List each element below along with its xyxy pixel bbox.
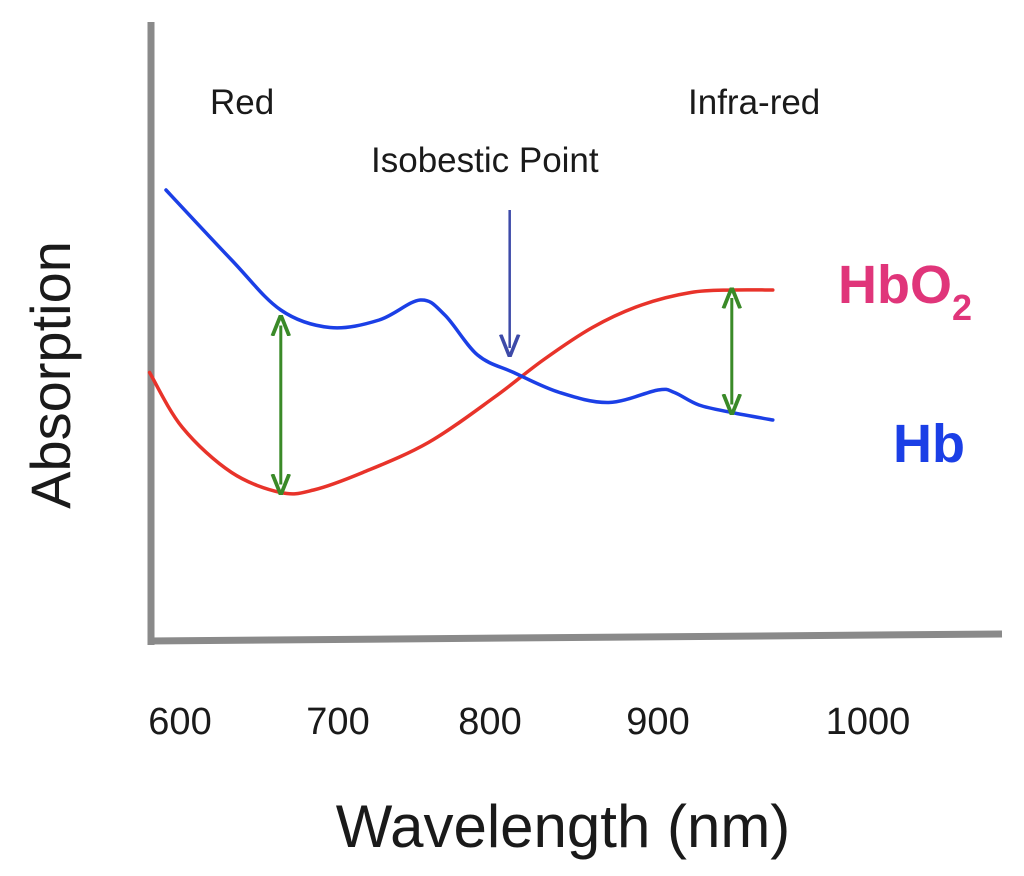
legend-hbo2-subscript: 2 — [952, 287, 972, 328]
series-line-hb — [164, 188, 775, 422]
x-tick-label-800: 800 — [458, 701, 521, 743]
isobestic-label: Isobestic Point — [371, 141, 599, 180]
x-tick-label-700: 700 — [306, 701, 369, 743]
x-tick-label-1000: 1000 — [826, 701, 911, 743]
series-layer — [147, 188, 775, 496]
x-tick-label-600: 600 — [148, 701, 211, 743]
legend-hb-label: Hb — [893, 414, 965, 474]
x-tick-labels: 600 700 800 900 1000 — [148, 701, 910, 743]
x-axis-label: Wavelength (nm) — [336, 793, 791, 860]
x-tick-label-900: 900 — [626, 701, 689, 743]
x-axis-line — [147, 630, 1003, 645]
legend-hbo2-name: HbO — [838, 255, 952, 315]
region-label-red: Red — [210, 83, 274, 122]
region-label-infrared: Infra-red — [688, 83, 820, 122]
y-axis-label: Absorption — [19, 241, 82, 509]
annotation-layer — [281, 210, 732, 485]
chart-axes — [147, 22, 1003, 645]
series-line-hbo2 — [147, 288, 775, 496]
legend-hbo2-label: HbO2 — [838, 255, 972, 328]
